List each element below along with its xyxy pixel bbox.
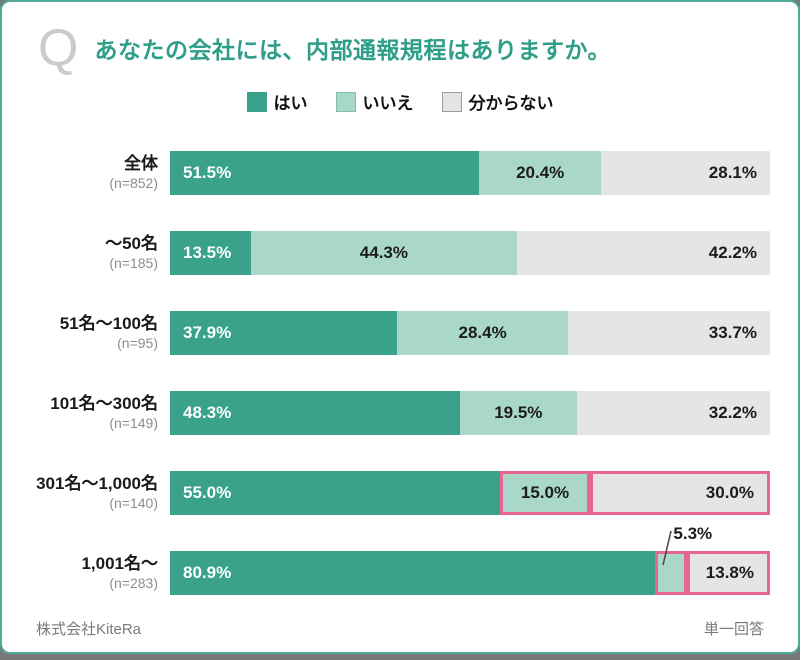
bar-segment-はい: 51.5%: [170, 151, 479, 195]
segment-value-label: 15.0%: [520, 483, 570, 502]
stacked-bar: 13.5% 44.3% 42.2%: [170, 231, 770, 275]
bar-segment-いいえ: 5.3%: [655, 551, 688, 595]
chart-row: 全体 (n=852) 51.5% 20.4% 28.1%: [12, 151, 798, 195]
row-label: 全体 (n=852): [12, 154, 170, 191]
row-sample-size: (n=185): [109, 254, 158, 271]
callout-value-label: 5.3%: [673, 524, 713, 543]
bar-segment-分からない: 28.1%: [601, 151, 770, 195]
row-category: ～50名: [105, 234, 158, 254]
bar-segment-はい: 13.5%: [170, 231, 251, 275]
chart-row: 1,001名～(n=283) 80.9% 5.3% 13.8% 5.3%: [12, 524, 798, 595]
segment-value-label: 42.2%: [708, 243, 757, 262]
row-category: 全体: [124, 154, 158, 174]
chart-title: あなたの会社には、内部通報規程はありますか。: [94, 37, 611, 63]
chart-legend: はい いいえ 分からない: [2, 89, 798, 114]
source-credit: 株式会社KiteRa: [36, 621, 142, 638]
stacked-bar: 51.5% 20.4% 28.1%: [170, 151, 770, 195]
legend-label: 分からない: [468, 94, 554, 113]
bar-segment-いいえ: 20.4%: [479, 151, 602, 195]
chart-footer: 株式会社KiteRa 単一回答: [2, 618, 798, 639]
legend-item: 分からない: [441, 89, 554, 114]
segment-value-label: 19.5%: [494, 403, 543, 422]
segment-value-label: 13.8%: [705, 563, 754, 582]
segment-value-label: 51.5%: [183, 163, 232, 182]
chart-header: Q あなたの会社には、内部通報規程はありますか。: [2, 2, 798, 74]
stacked-bar: 48.3% 19.5% 32.2%: [170, 391, 770, 435]
segment-value-label: 28.1%: [708, 163, 757, 182]
row-sample-size: (n=95): [117, 334, 158, 351]
bar-segment-はい: 55.0%: [170, 471, 500, 515]
chart-row: 301名～1,000名 (n=140) 55.0% 15.0% 30.0%: [12, 471, 798, 515]
bar-segment-分からない: 33.7%: [567, 311, 770, 355]
row-sample-size: (n=140): [109, 494, 158, 511]
legend-swatch-icon: [441, 91, 462, 112]
row-sample-size: (n=852): [109, 174, 158, 191]
row-sample-size: (n=283): [109, 574, 158, 591]
stacked-bar: 55.0% 15.0% 30.0%: [170, 471, 770, 515]
segment-value-label: 44.3%: [359, 243, 408, 262]
row-category: 51名～100名: [59, 314, 158, 334]
segment-value-label: 32.2%: [708, 403, 757, 422]
answer-type-note: 単一回答: [703, 621, 764, 638]
stacked-bar: 37.9% 28.4% 33.7%: [170, 311, 770, 355]
legend-swatch-icon: [246, 91, 267, 112]
bar-segment-分からない: 32.2%: [576, 391, 770, 435]
bar-segment-いいえ: 28.4%: [397, 311, 568, 355]
segment-value-label: 30.0%: [705, 483, 754, 502]
row-category: 1,001名～: [81, 554, 158, 574]
row-category: 101名～300名: [50, 394, 158, 414]
legend-label: はい: [273, 94, 308, 113]
segment-value-label: 33.7%: [708, 323, 757, 342]
segment-value-label: 13.5%: [183, 243, 232, 262]
segment-value-label: 80.9%: [183, 563, 232, 582]
row-label: 101名～300名 (n=149): [12, 394, 170, 431]
bar-segment-分からない: 42.2%: [516, 231, 770, 275]
segment-value-label: 48.3%: [183, 403, 232, 422]
legend-item: いいえ: [335, 89, 414, 114]
legend-label: いいえ: [362, 94, 414, 113]
bar-chart-rows: 全体 (n=852) 51.5% 20.4% 28.1% ～50名 (n=185) 13.5%…: [2, 151, 798, 595]
legend-item: はい: [246, 89, 308, 114]
segment-value-label: 55.0%: [183, 483, 232, 502]
segment-value-label: 28.4%: [458, 323, 507, 342]
question-mark-icon: Q: [38, 19, 79, 77]
bar-segment-いいえ: 19.5%: [459, 391, 577, 435]
chart-row: 51名～100名 (n=95) 37.9% 28.4% 33.7%: [12, 311, 798, 355]
bar-segment-分からない: 13.8%: [687, 551, 770, 595]
row-category: 301名～1,000名: [36, 474, 158, 494]
bar-segment-はい: 37.9%: [170, 311, 398, 355]
segment-value-label: 20.4%: [516, 163, 565, 182]
bar-segment-はい: 80.9%: [170, 551, 656, 595]
bar-segment-はい: 48.3%: [170, 391, 460, 435]
row-label: ～50名 (n=185): [12, 234, 170, 271]
bar-segment-いいえ: 15.0%: [500, 471, 590, 515]
chart-row: 101名～300名 (n=149) 48.3% 19.5% 32.2%: [12, 391, 798, 435]
segment-value-label: 37.9%: [183, 323, 232, 342]
stacked-bar: 80.9% 5.3% 13.8% 5.3%: [170, 524, 770, 595]
legend-swatch-icon: [335, 91, 356, 112]
row-label: 301名～1,000名 (n=140): [12, 474, 170, 511]
row-sample-size: (n=149): [109, 414, 158, 431]
row-label: 1,001名～ (n=283): [12, 554, 170, 591]
row-label: 51名～100名 (n=95): [12, 314, 170, 351]
chart-row: ～50名 (n=185) 13.5% 44.3% 42.2%: [12, 231, 798, 275]
bar-segment-分からない: 30.0%: [590, 471, 770, 515]
bar-segment-いいえ: 44.3%: [251, 231, 517, 275]
